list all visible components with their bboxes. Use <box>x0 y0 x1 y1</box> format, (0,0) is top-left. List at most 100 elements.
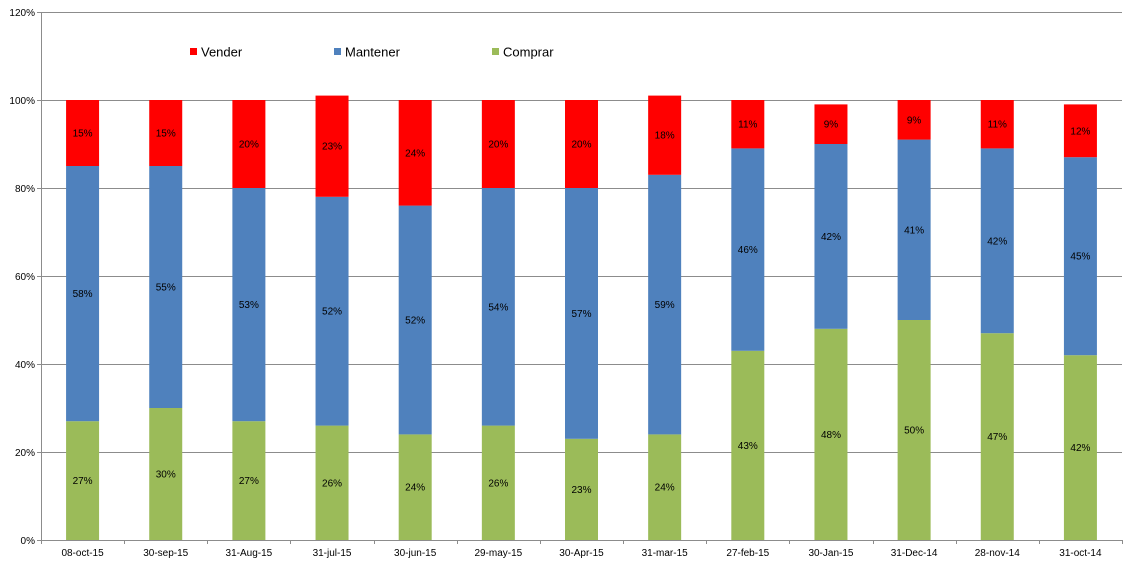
data-label: 55% <box>156 283 176 294</box>
x-tick-label: 28-nov-14 <box>975 548 1020 559</box>
data-label: 11% <box>988 120 1007 131</box>
legend: Vender Mantener Comprar <box>190 45 554 60</box>
legend-label-mantener: Mantener <box>345 45 401 60</box>
bar-segment-vender <box>398 100 432 206</box>
legend-swatch-comprar <box>492 48 499 55</box>
bar-segment-vender <box>232 100 266 188</box>
data-label: 57% <box>571 309 591 320</box>
bar-segment-mantener <box>232 188 266 422</box>
x-tick-label: 31-jul-15 <box>313 548 352 559</box>
y-tick-label: 60% <box>15 272 35 283</box>
data-label: 20% <box>571 140 591 151</box>
x-tick-label: 31-Dec-14 <box>891 548 938 559</box>
bar-segment-vender <box>980 100 1014 149</box>
data-label: 50% <box>904 426 924 437</box>
bar-segment-mantener <box>980 148 1014 334</box>
bar-segment-comprar <box>481 425 515 540</box>
legend-swatch-vender <box>190 48 197 55</box>
bar-segment-mantener <box>149 166 183 408</box>
x-tick-label: 31-mar-15 <box>642 548 689 559</box>
bar-segment-vender <box>66 100 100 166</box>
bar-segment-comprar <box>1063 355 1097 540</box>
bar-segment-mantener <box>315 196 349 426</box>
bar-segment-vender <box>315 95 349 197</box>
data-label: 24% <box>405 148 425 159</box>
y-tick-label: 40% <box>15 360 35 371</box>
bar-segment-comprar <box>565 438 598 540</box>
data-labels: 27% 58% 15% 30% 55% 15% 27% 53% 20% 26% 52% 23% 24% 5… <box>73 115 1091 496</box>
bar-segment-comprar <box>814 328 848 540</box>
data-label: 18% <box>655 131 675 142</box>
x-tick-label: 31-Aug-15 <box>226 548 273 559</box>
bar-segment-mantener <box>481 188 515 426</box>
data-label: 47% <box>987 432 1007 443</box>
axes <box>37 12 1123 544</box>
bar-segment-mantener <box>66 166 100 422</box>
x-tick-label: 29-may-15 <box>474 548 522 559</box>
x-tick-label: 08-oct-15 <box>61 548 104 559</box>
bar-segment-comprar <box>648 434 682 540</box>
data-label: 27% <box>239 476 259 487</box>
data-label: 30% <box>156 470 176 481</box>
bar-segment-comprar <box>315 425 349 540</box>
data-label: 11% <box>738 120 757 131</box>
legend-swatch-mantener <box>334 48 341 55</box>
data-label: 26% <box>488 478 508 489</box>
y-tick-label: 120% <box>9 8 35 19</box>
data-label: 24% <box>405 483 425 494</box>
bar-segment-comprar <box>232 421 266 540</box>
data-label: 58% <box>73 289 93 300</box>
data-label: 24% <box>655 483 675 494</box>
x-tick-label: 27-feb-15 <box>726 548 769 559</box>
data-label: 53% <box>239 300 259 311</box>
bar-segment-comprar <box>980 333 1014 540</box>
bar-segment-vender <box>481 100 515 188</box>
data-label: 42% <box>821 232 841 243</box>
bar-segment-mantener <box>1063 157 1097 356</box>
data-label: 52% <box>405 316 425 327</box>
bar-segment-vender <box>565 100 598 188</box>
data-label: 43% <box>738 441 758 452</box>
bar-segment-vender <box>731 100 765 149</box>
data-label: 45% <box>1070 252 1090 263</box>
y-tick-label: 0% <box>21 536 36 547</box>
bar-segment-mantener <box>648 174 682 435</box>
data-label: 12% <box>1070 126 1090 137</box>
data-label: 23% <box>571 485 591 496</box>
data-label: 26% <box>322 478 342 489</box>
data-label: 42% <box>987 236 1007 247</box>
data-label: 23% <box>322 142 342 153</box>
data-label: 9% <box>824 120 839 131</box>
data-label: 52% <box>322 307 342 318</box>
bar-segment-comprar <box>897 320 931 540</box>
bar-segment-vender <box>1063 104 1097 158</box>
x-tick-label: 30-jun-15 <box>394 548 437 559</box>
x-tick-label: 30-sep-15 <box>143 548 188 559</box>
data-label: 54% <box>488 302 508 313</box>
bar-segment-mantener <box>398 205 432 435</box>
data-label: 59% <box>655 300 675 311</box>
bar-segment-vender <box>149 100 183 166</box>
x-tick-label: 30-Jan-15 <box>808 548 853 559</box>
x-tick-labels: 08-oct-15 30-sep-15 31-Aug-15 31-jul-15 30-j… <box>61 548 1102 559</box>
bar-segment-vender <box>648 95 682 175</box>
data-label: 46% <box>738 245 758 256</box>
bar-segment-mantener <box>897 139 931 320</box>
data-label: 48% <box>821 430 841 441</box>
bar-segment-mantener <box>565 188 598 439</box>
bar-segment-mantener <box>814 144 848 329</box>
data-label: 27% <box>73 476 93 487</box>
data-label: 20% <box>488 140 508 151</box>
data-label: 20% <box>239 140 259 151</box>
data-label: 15% <box>73 129 93 140</box>
data-label: 15% <box>156 129 176 140</box>
data-label: 9% <box>907 115 922 126</box>
y-tick-labels: 0% 20% 40% 60% 80% 100% 120% <box>9 8 35 547</box>
bar-segment-mantener <box>731 148 765 351</box>
bar-segment-comprar <box>149 408 183 540</box>
bar-segment-vender <box>814 104 848 144</box>
legend-label-comprar: Comprar <box>503 45 554 60</box>
bar-segment-comprar <box>66 421 100 540</box>
bar-segment-comprar <box>731 350 765 540</box>
